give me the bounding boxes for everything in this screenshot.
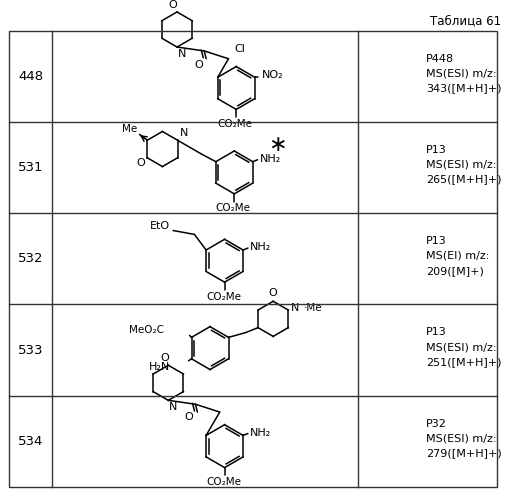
Text: P32
MS(ESI) m/z:
279([M+H]+): P32 MS(ESI) m/z: 279([M+H]+) — [426, 418, 502, 458]
Text: CO₂Me: CO₂Me — [206, 292, 241, 302]
Text: MeO₂C: MeO₂C — [129, 324, 165, 334]
Text: ∗: ∗ — [269, 135, 287, 155]
Text: 533: 533 — [18, 344, 43, 356]
Text: O: O — [169, 0, 177, 10]
Text: Me: Me — [122, 124, 138, 134]
Text: NO₂: NO₂ — [262, 70, 284, 81]
Text: O: O — [194, 60, 203, 70]
Text: NH₂: NH₂ — [260, 154, 281, 164]
Text: CO₂Me: CO₂Me — [216, 204, 251, 214]
Text: Таблица 61: Таблица 61 — [430, 14, 501, 27]
Text: P448
MS(ESI) m/z:
343([M+H]+): P448 MS(ESI) m/z: 343([M+H]+) — [426, 54, 501, 93]
Text: ·Me: ·Me — [304, 303, 323, 313]
Text: P13
MS(EI) m/z:
209([M]+): P13 MS(EI) m/z: 209([M]+) — [426, 236, 489, 276]
Text: N: N — [291, 303, 299, 313]
Text: H₂N: H₂N — [149, 362, 170, 372]
Text: 448: 448 — [18, 70, 43, 83]
Text: O: O — [136, 158, 145, 168]
Text: P13
MS(ESI) m/z:
265([M+H]+): P13 MS(ESI) m/z: 265([M+H]+) — [426, 145, 501, 184]
Text: NH₂: NH₂ — [250, 242, 271, 252]
Text: CO₂Me: CO₂Me — [206, 477, 241, 487]
Text: 532: 532 — [18, 252, 43, 266]
Text: O: O — [160, 354, 169, 364]
Text: EtO: EtO — [149, 220, 170, 230]
Text: N: N — [169, 402, 177, 412]
Text: O: O — [269, 288, 278, 298]
Text: 534: 534 — [18, 435, 43, 448]
Text: N: N — [177, 49, 186, 59]
Text: 531: 531 — [18, 161, 43, 174]
Text: P13
MS(ESI) m/z:
251([M+H]+): P13 MS(ESI) m/z: 251([M+H]+) — [426, 328, 501, 367]
Text: Cl: Cl — [235, 44, 245, 54]
Text: NH₂: NH₂ — [250, 428, 271, 438]
Text: CO₂Me: CO₂Me — [218, 119, 253, 129]
Text: N: N — [180, 128, 188, 138]
Text: O: O — [184, 412, 193, 422]
